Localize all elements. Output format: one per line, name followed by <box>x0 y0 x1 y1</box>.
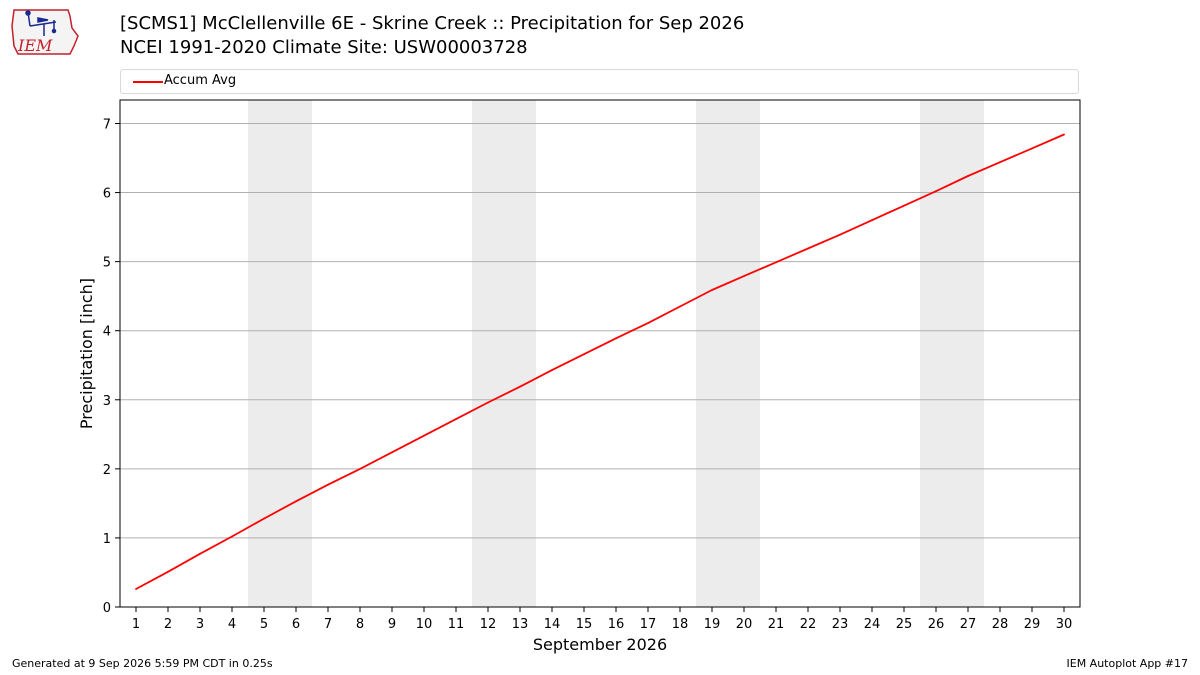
x-tick-label: 24 <box>864 617 881 632</box>
data-point <box>167 570 169 573</box>
x-tick-label: 5 <box>260 617 268 632</box>
x-tick-label: 21 <box>768 617 785 632</box>
iem-logo: IEM <box>11 9 79 55</box>
x-tick-label: 25 <box>896 617 913 632</box>
data-point <box>487 401 489 404</box>
weekend-shade <box>696 100 760 607</box>
legend-label: Accum Avg <box>164 73 237 88</box>
y-tick-label: 0 <box>103 601 111 616</box>
data-point <box>615 337 617 340</box>
x-tick-label: 18 <box>672 617 689 632</box>
x-tick-label: 28 <box>992 617 1009 632</box>
weekend-shade <box>920 100 984 607</box>
y-tick-label: 6 <box>103 187 111 202</box>
weekend-shade <box>472 100 536 607</box>
data-point <box>551 369 553 371</box>
x-tick-label: 27 <box>960 617 977 632</box>
data-point <box>295 500 297 503</box>
data-point <box>903 204 905 207</box>
data-point <box>967 175 969 177</box>
data-point <box>743 275 745 278</box>
y-tick-label: 1 <box>103 532 111 547</box>
data-point <box>327 483 329 486</box>
data-point <box>711 289 713 291</box>
data-point <box>199 552 201 555</box>
data-point <box>391 451 393 454</box>
footer-generated: Generated at 9 Sep 2026 5:59 PM CDT in 0… <box>12 657 273 670</box>
data-point <box>775 261 777 264</box>
data-point <box>455 418 457 421</box>
y-tick-label: 4 <box>103 325 111 340</box>
x-tick-label: 8 <box>356 617 364 632</box>
y-axis-label: Precipitation [inch] <box>77 278 96 429</box>
data-point <box>583 353 585 356</box>
plot-frame <box>119 99 1081 608</box>
data-point <box>807 247 809 250</box>
data-point <box>263 517 265 520</box>
y-tick-label: 7 <box>103 117 111 132</box>
data-point <box>679 305 681 308</box>
footer-app: IEM Autoplot App #17 <box>1066 657 1189 670</box>
x-tick-label: 6 <box>292 617 300 632</box>
x-tick-label: 23 <box>832 617 849 632</box>
x-tick-label: 26 <box>928 617 945 632</box>
x-tick-label: 9 <box>388 617 396 632</box>
x-tick-label: 3 <box>196 617 204 632</box>
data-point <box>423 434 425 437</box>
x-tick-label: 7 <box>324 617 332 632</box>
x-tick-label: 13 <box>512 617 529 632</box>
legend: Accum Avg <box>120 69 1079 94</box>
y-tick-label: 3 <box>103 394 111 409</box>
x-tick-label: 10 <box>416 617 433 632</box>
x-axis-label: September 2026 <box>533 635 667 654</box>
x-tick-label: 2 <box>164 617 172 632</box>
data-point <box>1063 133 1065 136</box>
data-point <box>231 535 233 538</box>
data-point <box>359 467 361 470</box>
x-tick-label: 16 <box>608 617 625 632</box>
x-tick-label: 29 <box>1024 617 1041 632</box>
x-tick-label: 15 <box>576 617 593 632</box>
x-tick-label: 12 <box>480 617 497 632</box>
x-tick-label: 1 <box>132 617 140 632</box>
data-point <box>519 385 521 388</box>
chart-subtitle: NCEI 1991-2020 Climate Site: USW00003728 <box>120 37 528 58</box>
data-point <box>647 322 649 325</box>
x-tick-label: 14 <box>544 617 561 632</box>
data-point <box>839 233 841 236</box>
data-point <box>999 161 1001 164</box>
y-tick-label: 5 <box>103 256 111 271</box>
x-tick-label: 20 <box>736 617 753 632</box>
y-tick-label: 2 <box>103 463 111 478</box>
x-tick-label: 22 <box>800 617 817 632</box>
x-tick-label: 17 <box>640 617 657 632</box>
data-point <box>1031 147 1033 150</box>
weekend-shade <box>248 100 312 607</box>
data-point <box>871 219 873 222</box>
x-tick-label: 19 <box>704 617 721 632</box>
x-tick-label: 11 <box>448 617 465 632</box>
data-point <box>135 588 137 590</box>
series-line-accum-avg <box>135 133 1065 590</box>
logo-text: IEM <box>17 36 53 55</box>
x-tick-label: 4 <box>228 617 236 632</box>
x-tick-label: 30 <box>1056 617 1073 632</box>
legend-swatch <box>133 81 163 83</box>
data-point <box>935 190 937 193</box>
chart-title: [SCMS1] McClellenville 6E - Skrine Creek… <box>120 13 745 34</box>
